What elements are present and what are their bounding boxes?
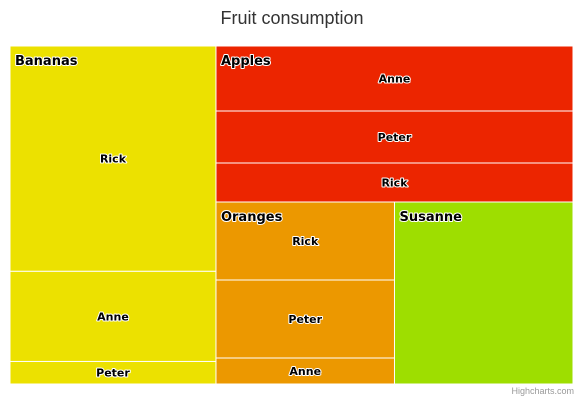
cell-apples-anne[interactable] [215, 45, 574, 112]
group-label-oranges: Oranges [221, 210, 283, 225]
leaf-label-bananas-rick: Rick [100, 153, 127, 166]
treemap-labels: Rick Anne Peter Bananas Anne Peter Rick Apples R… [14, 53, 463, 381]
treemap-cells [9, 45, 574, 385]
leaf-label-apples-rick: Rick [381, 177, 408, 190]
leaf-label-apples-peter: Peter [378, 131, 412, 144]
credits-link[interactable]: Highcharts.com [511, 386, 574, 396]
group-label-apples: Apples [221, 54, 271, 69]
leaf-label-bananas-peter: Peter [96, 367, 130, 380]
leaf-label-oranges-rick: Rick [292, 235, 319, 248]
leaf-label-apples-anne: Anne [379, 73, 411, 86]
chart-title: Fruit consumption [220, 8, 363, 28]
cell-apples-peter[interactable] [215, 110, 574, 164]
leaf-label-bananas-anne: Anne [97, 310, 129, 323]
group-label-susanne: Susanne [399, 210, 462, 225]
cell-bananas-anne[interactable] [9, 270, 217, 362]
cell-bananas-rick[interactable] [9, 45, 217, 272]
group-label-bananas: Bananas [15, 54, 78, 69]
leaf-label-oranges-peter: Peter [288, 313, 322, 326]
cell-susanne-susanne[interactable] [393, 201, 574, 385]
leaf-label-oranges-anne: Anne [289, 365, 321, 378]
cell-oranges-anne[interactable] [215, 357, 395, 385]
cell-oranges-peter[interactable] [215, 279, 395, 359]
